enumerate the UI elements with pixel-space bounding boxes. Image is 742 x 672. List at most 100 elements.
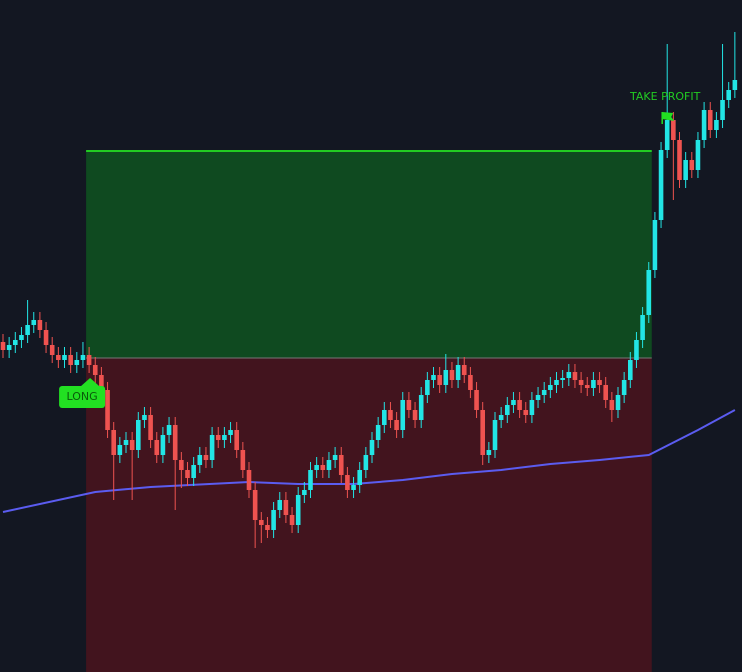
candle-body <box>695 140 701 170</box>
candle-body <box>326 460 332 470</box>
candle-body <box>382 410 387 425</box>
candle-body <box>375 425 381 440</box>
candle-body <box>621 380 627 395</box>
candle-body <box>720 100 725 120</box>
candle-body <box>455 365 461 380</box>
candle-body <box>31 320 37 325</box>
candle-body <box>634 340 639 360</box>
candle-body <box>461 365 467 375</box>
candle-body <box>425 380 430 395</box>
candle-body <box>215 435 221 440</box>
candle-body <box>658 150 664 220</box>
candle-body <box>6 345 12 350</box>
candle-body <box>492 420 498 450</box>
candle-body <box>529 400 535 415</box>
candle-body <box>351 485 356 490</box>
candle-body <box>584 385 590 388</box>
candle-body <box>246 470 252 490</box>
candle-body <box>62 355 67 360</box>
candle-body <box>74 360 80 365</box>
entry-label-box <box>59 386 106 408</box>
candle-body <box>179 460 184 470</box>
candle-body <box>363 455 369 470</box>
candle-body <box>197 455 203 465</box>
candle-body <box>677 140 682 180</box>
candle-body <box>283 500 289 515</box>
candle-body <box>591 380 596 388</box>
profit-zone <box>86 151 652 358</box>
candle-body <box>228 430 233 435</box>
candle-body <box>332 455 338 460</box>
candle-body <box>468 375 473 390</box>
candle-body <box>603 385 608 400</box>
candle-body <box>498 415 504 420</box>
candle-body <box>43 330 49 345</box>
candle-body <box>406 400 412 410</box>
candle-body <box>49 345 55 355</box>
candle-body <box>628 360 633 380</box>
candle-body <box>19 335 24 340</box>
candle-body <box>486 450 492 455</box>
candle-body <box>240 450 246 470</box>
candle-body <box>412 410 418 420</box>
candle-body <box>615 395 621 410</box>
candle-body <box>295 495 301 525</box>
candle-body <box>191 465 196 478</box>
candle-body <box>714 120 719 130</box>
candle-body <box>474 390 479 410</box>
candle-body <box>265 525 270 530</box>
candle-body <box>597 380 602 385</box>
candle-body <box>80 355 86 360</box>
candle-body <box>640 315 645 340</box>
candle-body <box>523 410 529 415</box>
candle-body <box>259 520 264 525</box>
candle-body <box>160 435 166 455</box>
candle-body <box>609 400 615 410</box>
candle-body <box>511 400 516 405</box>
candle-body <box>172 425 178 460</box>
candle-body <box>123 440 129 445</box>
candle-body <box>535 395 541 400</box>
moving-average <box>2 409 736 513</box>
candle-body <box>689 160 695 170</box>
candle-body <box>548 385 553 390</box>
candle-body <box>683 160 688 180</box>
exit-label: TAKE PROFIT <box>629 90 701 103</box>
candle-body <box>234 430 239 450</box>
candle-body <box>732 80 738 90</box>
candle-body <box>166 425 172 435</box>
candle-body <box>314 465 319 470</box>
candle-body <box>578 380 584 385</box>
candle-body <box>388 410 393 420</box>
candle-body <box>400 400 406 430</box>
candle-body <box>117 445 123 455</box>
candle-body <box>517 400 522 410</box>
candle-body <box>357 470 362 485</box>
candle-body <box>25 325 30 335</box>
candle-body <box>277 500 283 510</box>
candle-body <box>129 440 135 450</box>
candle-body <box>554 380 559 385</box>
candle-body <box>345 475 350 490</box>
candle-body <box>431 375 436 380</box>
candle-body <box>480 410 485 455</box>
candle-body <box>136 420 141 450</box>
candle-body <box>418 395 424 420</box>
candle-body <box>105 390 110 430</box>
candle-body <box>449 370 455 380</box>
candle-body <box>707 110 713 130</box>
candle-body <box>185 470 190 478</box>
candle-body <box>671 120 676 140</box>
candle-body <box>701 110 707 140</box>
candle-body <box>142 415 147 420</box>
candle-body <box>541 390 547 395</box>
candle-body <box>68 355 73 365</box>
candle-body <box>308 470 313 490</box>
entry-arrow <box>81 378 100 386</box>
entry-label: LONG <box>67 390 98 403</box>
candle-body <box>302 490 307 495</box>
candle-body <box>99 375 104 390</box>
candle-body <box>203 455 209 460</box>
candle-body <box>394 420 399 430</box>
candle-body <box>56 355 61 360</box>
